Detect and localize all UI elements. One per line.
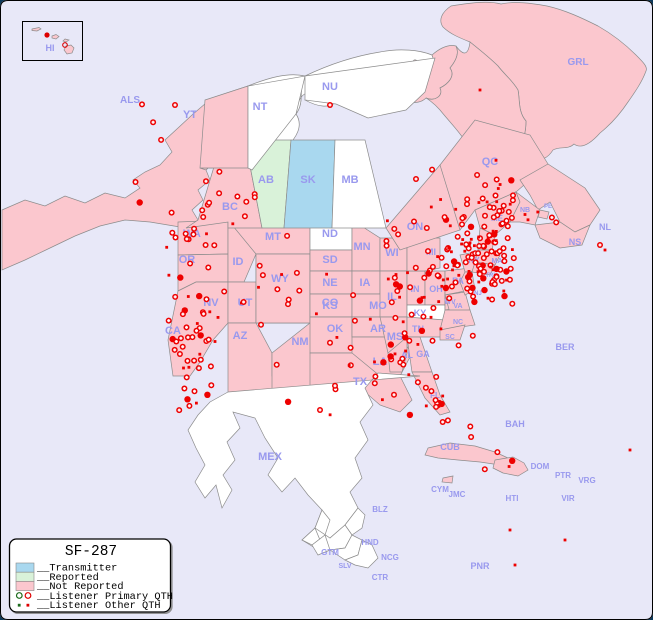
svg-text:NCG: NCG xyxy=(381,553,399,562)
svg-text:SLV: SLV xyxy=(338,563,351,570)
svg-text:AB: AB xyxy=(258,174,274,186)
svg-text:__Listener Other QTH: __Listener Other QTH xyxy=(36,600,161,612)
svg-text:GA: GA xyxy=(416,349,430,359)
svg-text:NE: NE xyxy=(322,277,337,289)
svg-text:IA: IA xyxy=(360,277,371,289)
svg-text:YT: YT xyxy=(183,109,197,121)
svg-text:NL: NL xyxy=(599,222,611,232)
svg-text:MT: MT xyxy=(265,231,281,243)
svg-text:NM: NM xyxy=(291,336,308,348)
svg-text:JMC: JMC xyxy=(449,490,466,499)
svg-text:CA: CA xyxy=(165,325,181,337)
svg-text:AR: AR xyxy=(370,323,386,335)
svg-text:BLZ: BLZ xyxy=(372,505,388,514)
svg-text:PTR: PTR xyxy=(555,471,571,480)
svg-text:NS: NS xyxy=(569,237,582,247)
svg-text:NU: NU xyxy=(322,81,338,93)
svg-text:WI: WI xyxy=(385,247,398,259)
svg-text:VIR: VIR xyxy=(561,494,575,503)
svg-text:VA: VA xyxy=(453,303,462,310)
svg-text:SC: SC xyxy=(445,334,455,341)
svg-text:QC: QC xyxy=(482,156,499,168)
svg-text:HI: HI xyxy=(46,43,55,53)
svg-text:MS: MS xyxy=(387,331,404,343)
svg-text:HND: HND xyxy=(361,538,379,547)
svg-text:SD: SD xyxy=(322,254,337,266)
svg-text:PE: PE xyxy=(544,204,552,210)
svg-text:SF-287: SF-287 xyxy=(65,544,117,560)
svg-text:KS: KS xyxy=(322,300,337,312)
svg-text:MB: MB xyxy=(341,174,358,186)
svg-text:HTI: HTI xyxy=(506,494,519,503)
svg-text:ND: ND xyxy=(322,228,338,240)
svg-text:NB: NB xyxy=(520,207,530,214)
svg-text:CYM: CYM xyxy=(431,485,449,494)
svg-text:TX: TX xyxy=(353,376,368,388)
svg-text:MEX: MEX xyxy=(258,451,283,463)
svg-text:CUB: CUB xyxy=(440,442,460,452)
svg-text:NC: NC xyxy=(453,319,463,326)
svg-text:ID: ID xyxy=(233,256,244,268)
svg-text:MN: MN xyxy=(353,241,370,253)
svg-text:PNR: PNR xyxy=(470,561,490,571)
svg-text:VRG: VRG xyxy=(578,476,595,485)
svg-text:SK: SK xyxy=(300,174,315,186)
svg-text:MO: MO xyxy=(369,300,387,312)
svg-text:OK: OK xyxy=(327,323,344,335)
svg-text:BC: BC xyxy=(222,201,238,213)
svg-text:BAH: BAH xyxy=(505,419,525,429)
svg-text:CTR: CTR xyxy=(372,573,389,582)
svg-text:DOM: DOM xyxy=(531,462,550,471)
svg-text:BER: BER xyxy=(555,342,575,352)
svg-text:GRL: GRL xyxy=(567,57,588,68)
svg-text:NT: NT xyxy=(253,101,268,113)
svg-text:ALS: ALS xyxy=(120,95,140,106)
svg-text:AZ: AZ xyxy=(233,330,248,342)
svg-text:GTM: GTM xyxy=(321,548,339,557)
